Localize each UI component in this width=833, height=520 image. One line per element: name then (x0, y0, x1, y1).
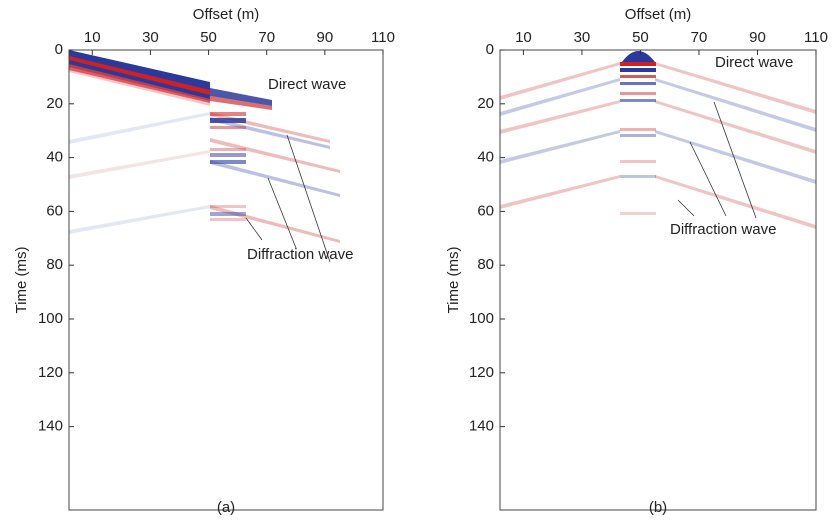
y-tick-label: 120 (38, 364, 63, 381)
annotation: Direct wave (715, 54, 793, 71)
caption: (b) (649, 499, 667, 516)
annotation: Diffraction wave (670, 221, 776, 238)
x-tick-label: 30 (142, 29, 159, 46)
y-tick-label: 80 (477, 256, 494, 273)
annotation: Direct wave (268, 76, 346, 93)
x-tick-label: 30 (574, 29, 591, 46)
y-tick-label: 120 (469, 364, 494, 381)
wavefield-b (500, 51, 816, 229)
x-tick-label: 70 (258, 29, 275, 46)
wavefield-a (69, 50, 340, 243)
y-tick-label: 60 (477, 202, 494, 219)
x-tick-label: 90 (749, 29, 766, 46)
y-tick-label: 40 (46, 149, 63, 166)
y-tick-label: 0 (486, 41, 494, 58)
y-tick-label: 40 (477, 149, 494, 166)
y-tick-label: 100 (469, 310, 494, 327)
x-tick-label: 10 (84, 29, 101, 46)
y-axis-label: Time (ms) (445, 247, 462, 314)
y-tick-label: 20 (46, 95, 63, 112)
y-tick-label: 140 (38, 418, 63, 435)
x-axis-label: Offset (m) (625, 6, 691, 23)
annotation: Diffraction wave (247, 246, 353, 263)
x-tick-label: 50 (200, 29, 217, 46)
y-axis-label: Time (ms) (13, 247, 30, 314)
plot-frame (499, 49, 817, 511)
y-tick-label: 100 (38, 310, 63, 327)
y-tick-label: 0 (55, 41, 63, 58)
y-tick-label: 20 (477, 95, 494, 112)
x-axis-label: Offset (m) (193, 6, 259, 23)
y-tick-label: 80 (46, 256, 63, 273)
x-tick-label: 110 (804, 29, 828, 46)
leader-lines (245, 101, 757, 263)
x-tick-label: 10 (515, 29, 532, 46)
x-tick-label: 70 (691, 29, 708, 46)
x-tick-label: 90 (317, 29, 334, 46)
caption: (a) (217, 499, 235, 516)
x-tick-label: 50 (632, 29, 649, 46)
y-tick-label: 140 (469, 418, 494, 435)
y-tick-label: 60 (46, 202, 63, 219)
x-tick-label: 110 (371, 29, 395, 46)
plot-frame (68, 49, 384, 511)
